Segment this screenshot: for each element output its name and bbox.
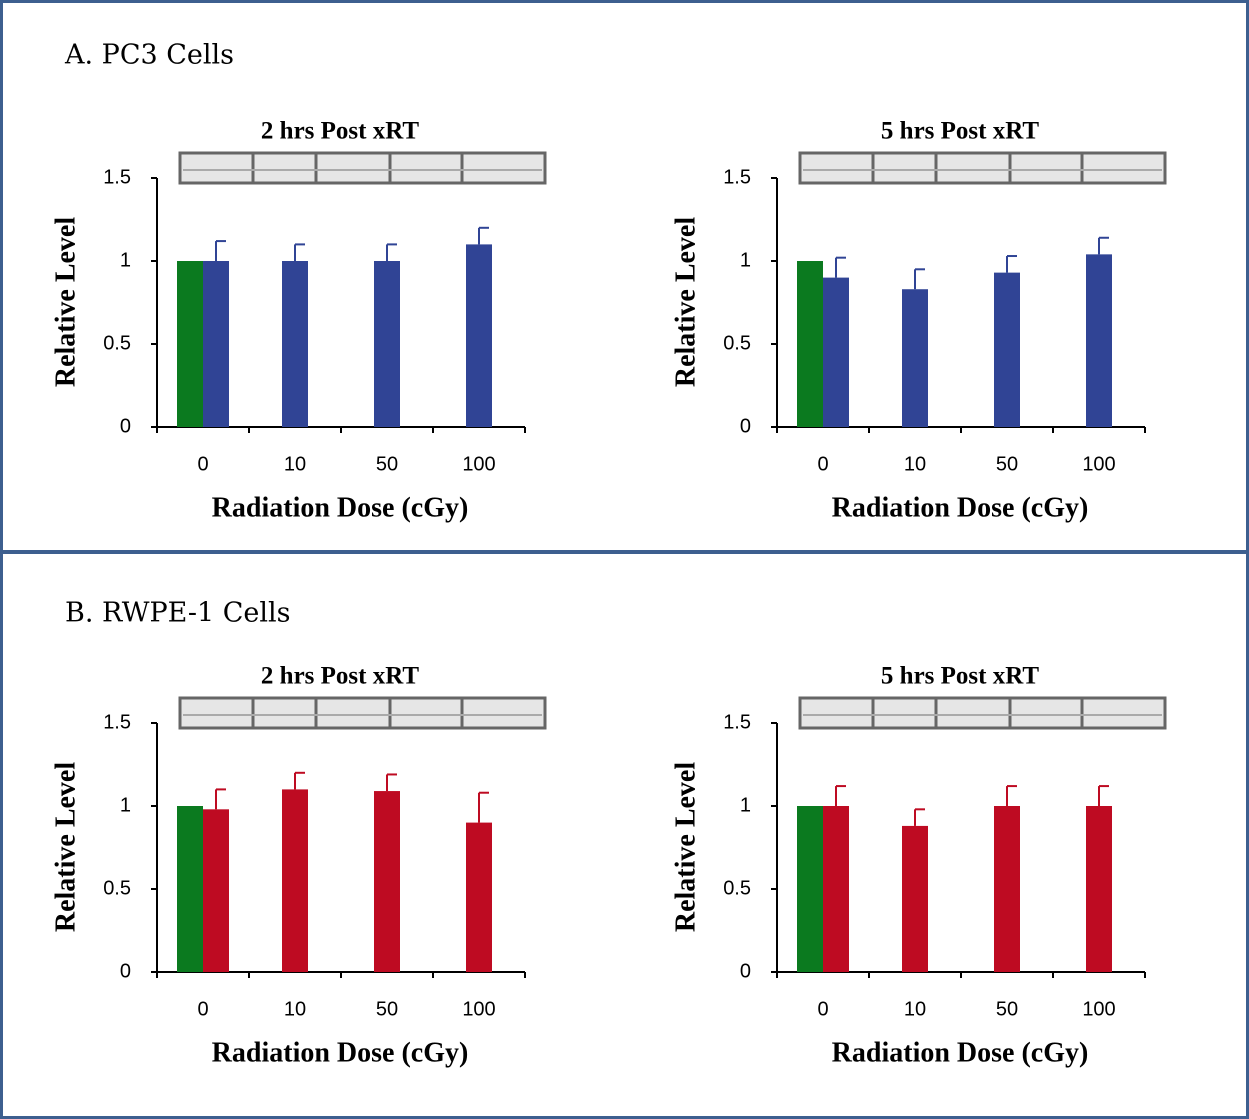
- chart-title: 2 hrs Post xRT: [261, 663, 419, 690]
- y-tick-label: 0.5: [723, 332, 751, 354]
- chart-title: 5 hrs Post xRT: [881, 118, 1039, 145]
- bar: [282, 261, 308, 427]
- y-tick-label: 0: [120, 415, 131, 437]
- bar: [177, 261, 203, 427]
- y-tick-label: 1: [740, 794, 751, 816]
- y-tick-label: 1.5: [103, 711, 131, 733]
- bar: [203, 809, 229, 972]
- bar: [994, 806, 1020, 972]
- x-tick-label: 100: [462, 453, 495, 475]
- x-tick-label: 10: [284, 453, 306, 475]
- y-axis-title: Relative Level: [50, 762, 81, 932]
- bar: [823, 806, 849, 972]
- x-axis-title: Radiation Dose (cGy): [212, 492, 469, 523]
- y-axis-title: Relative Level: [670, 217, 701, 387]
- y-axis-title: Relative Level: [670, 762, 701, 932]
- bar: [994, 273, 1020, 427]
- bar: [902, 289, 928, 427]
- y-tick-label: 1: [740, 249, 751, 271]
- x-tick-label: 10: [904, 453, 926, 475]
- x-axis-title: Radiation Dose (cGy): [212, 1037, 469, 1068]
- x-tick-label: 0: [197, 453, 208, 475]
- y-tick-label: 0.5: [723, 877, 751, 899]
- x-tick-label: 50: [376, 998, 398, 1020]
- x-axis-title: Radiation Dose (cGy): [832, 492, 1089, 523]
- figure: A. PC3 Cells B. RWPE-1 Cells 2 hrs Post …: [0, 0, 1249, 1119]
- x-tick-label: 100: [1082, 453, 1115, 475]
- bar: [374, 791, 400, 972]
- bar: [797, 806, 823, 972]
- x-tick-label: 10: [904, 998, 926, 1020]
- x-tick-label: 50: [996, 998, 1018, 1020]
- x-tick-label: 100: [1082, 998, 1115, 1020]
- y-tick-label: 0.5: [103, 332, 131, 354]
- blot: [800, 698, 1165, 728]
- blot: [800, 153, 1165, 183]
- y-tick-label: 1.5: [723, 166, 751, 188]
- y-tick-label: 1.5: [103, 166, 131, 188]
- x-tick-label: 50: [376, 453, 398, 475]
- panel-title: B. RWPE-1 Cells: [65, 598, 291, 629]
- y-tick-label: 1.5: [723, 711, 751, 733]
- bar: [797, 261, 823, 427]
- bar: [203, 261, 229, 427]
- x-tick-label: 50: [996, 453, 1018, 475]
- blot: [180, 698, 545, 728]
- blot: [180, 153, 545, 183]
- bar: [1086, 254, 1112, 427]
- chart-title: 5 hrs Post xRT: [881, 663, 1039, 690]
- y-tick-label: 0.5: [103, 877, 131, 899]
- bar: [282, 789, 308, 972]
- x-tick-label: 0: [817, 998, 828, 1020]
- x-tick-label: 100: [462, 998, 495, 1020]
- y-axis-title: Relative Level: [50, 217, 81, 387]
- y-tick-label: 1: [120, 794, 131, 816]
- chart-title: 2 hrs Post xRT: [261, 118, 419, 145]
- y-tick-label: 1: [120, 249, 131, 271]
- y-tick-label: 0: [120, 960, 131, 982]
- bar: [1086, 806, 1112, 972]
- y-tick-label: 0: [740, 415, 751, 437]
- x-axis-title: Radiation Dose (cGy): [832, 1037, 1089, 1068]
- y-tick-label: 0: [740, 960, 751, 982]
- x-tick-label: 0: [817, 453, 828, 475]
- bar: [177, 806, 203, 972]
- x-tick-label: 10: [284, 998, 306, 1020]
- bar: [823, 278, 849, 427]
- bar: [466, 244, 492, 427]
- bar: [374, 261, 400, 427]
- bar: [466, 823, 492, 972]
- bar: [902, 826, 928, 972]
- x-tick-label: 0: [197, 998, 208, 1020]
- panel-title: A. PC3 Cells: [64, 40, 234, 71]
